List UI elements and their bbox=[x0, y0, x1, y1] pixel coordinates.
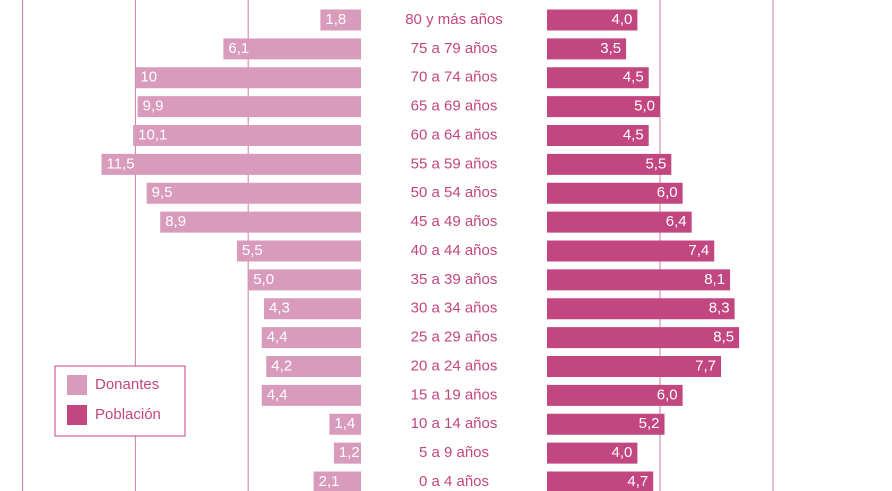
bar bbox=[547, 298, 735, 320]
category-label: 75 a 79 años bbox=[411, 40, 498, 57]
bar bbox=[313, 471, 361, 491]
bar bbox=[146, 182, 361, 204]
value-label: 6,0 bbox=[657, 386, 678, 403]
category-label: 40 a 44 años bbox=[411, 242, 498, 259]
value-label: 8,3 bbox=[709, 300, 730, 317]
category-label: 35 a 39 años bbox=[411, 271, 498, 288]
value-label: 2,1 bbox=[319, 473, 340, 490]
bar bbox=[248, 269, 361, 291]
value-label: 7,4 bbox=[688, 242, 709, 259]
value-label: 6,0 bbox=[657, 184, 678, 201]
value-label: 4,0 bbox=[612, 444, 633, 461]
category-label: 10 a 14 años bbox=[411, 415, 498, 432]
value-label: 8,1 bbox=[704, 271, 725, 288]
bar bbox=[133, 125, 361, 146]
bar bbox=[547, 96, 660, 118]
value-label: 7,7 bbox=[695, 357, 716, 374]
value-label: 10 bbox=[140, 69, 157, 86]
value-label: 6,4 bbox=[666, 213, 687, 230]
bar bbox=[101, 153, 361, 175]
category-label: 70 a 74 años bbox=[411, 69, 498, 86]
bar bbox=[236, 240, 361, 262]
value-label: 1,2 bbox=[339, 444, 360, 461]
bar bbox=[261, 384, 361, 406]
bar bbox=[261, 327, 361, 349]
value-label: 4,2 bbox=[271, 357, 292, 374]
category-label: 65 a 69 años bbox=[411, 98, 498, 115]
value-label: 8,9 bbox=[165, 213, 186, 230]
category-label: 5 a 9 años bbox=[419, 444, 489, 461]
bar bbox=[320, 9, 361, 31]
bar bbox=[223, 38, 361, 60]
bar bbox=[266, 356, 361, 377]
bar bbox=[547, 240, 715, 262]
category-label: 55 a 59 años bbox=[411, 155, 498, 172]
bar bbox=[547, 211, 692, 233]
value-label: 4,7 bbox=[627, 473, 648, 490]
category-label: 0 a 4 años bbox=[419, 473, 489, 490]
bar bbox=[547, 125, 649, 146]
value-label: 9,9 bbox=[143, 98, 164, 115]
value-label: 5,5 bbox=[645, 155, 666, 172]
value-label: 11,5 bbox=[107, 155, 135, 172]
legend-swatch bbox=[67, 405, 87, 425]
bar bbox=[137, 96, 361, 118]
bar bbox=[547, 384, 683, 406]
bar bbox=[547, 413, 665, 435]
bar bbox=[135, 67, 361, 89]
value-label: 5,5 bbox=[242, 242, 263, 259]
bar bbox=[547, 153, 672, 175]
value-label: 1,4 bbox=[334, 415, 355, 432]
value-label: 4,3 bbox=[269, 300, 290, 317]
category-label: 45 a 49 años bbox=[411, 213, 498, 230]
bar bbox=[160, 211, 361, 233]
legend-label: Donantes bbox=[95, 376, 159, 393]
value-label: 6,1 bbox=[228, 40, 249, 57]
bar bbox=[547, 9, 638, 31]
value-label: 8,5 bbox=[713, 329, 734, 346]
category-label: 25 a 29 años bbox=[411, 329, 498, 346]
value-label: 4,4 bbox=[267, 386, 288, 403]
bar bbox=[333, 442, 361, 464]
bar bbox=[547, 38, 627, 60]
bar bbox=[547, 327, 740, 349]
value-label: 5,0 bbox=[634, 98, 655, 115]
value-label: 9,5 bbox=[152, 184, 173, 201]
value-label: 4,5 bbox=[623, 69, 644, 86]
bar bbox=[263, 298, 361, 320]
value-label: 1,8 bbox=[325, 11, 346, 28]
value-label: 4,0 bbox=[612, 11, 633, 28]
bar bbox=[547, 182, 683, 204]
category-label: 15 a 19 años bbox=[411, 386, 498, 403]
category-label: 60 a 64 años bbox=[411, 126, 498, 143]
bar bbox=[547, 471, 654, 491]
value-label: 10,1 bbox=[138, 126, 167, 143]
bar bbox=[547, 67, 649, 89]
bar bbox=[329, 413, 361, 435]
value-label: 4,5 bbox=[623, 126, 644, 143]
value-label: 5,2 bbox=[639, 415, 660, 432]
value-label: 3,5 bbox=[600, 40, 621, 57]
category-label: 20 a 24 años bbox=[411, 357, 498, 374]
bar bbox=[547, 442, 638, 464]
legend: Donantes Población bbox=[54, 365, 186, 437]
category-label: 80 y más años bbox=[405, 11, 503, 28]
bar bbox=[547, 269, 731, 291]
value-label: 5,0 bbox=[253, 271, 274, 288]
category-label: 50 a 54 años bbox=[411, 184, 498, 201]
category-label: 30 a 34 años bbox=[411, 300, 498, 317]
legend-swatch bbox=[67, 375, 87, 395]
bar bbox=[547, 356, 722, 377]
legend-label: Población bbox=[95, 406, 161, 423]
value-label: 4,4 bbox=[267, 329, 288, 346]
